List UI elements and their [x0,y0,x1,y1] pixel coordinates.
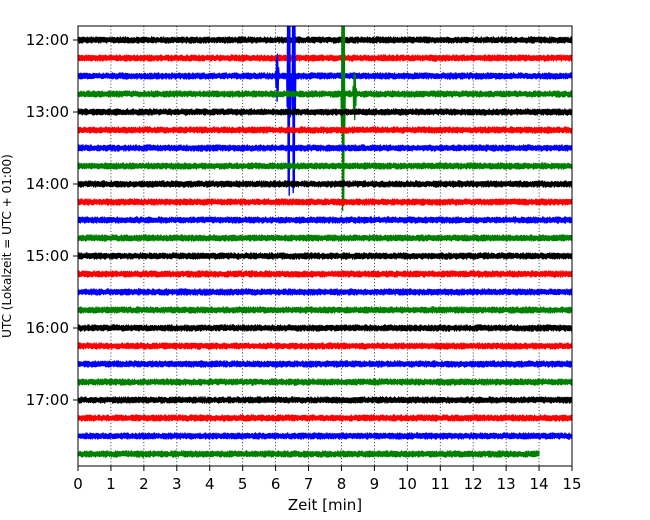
trace-row [78,26,572,196]
trace-row [78,234,572,242]
trace-row [78,54,572,62]
x-tick-label: 15 [562,475,581,493]
y-tick-label: 13:00 [26,103,69,121]
x-tick-label: 10 [398,475,417,493]
trace-row [78,396,572,404]
x-tick-label: 13 [497,475,516,493]
trace-row [78,108,572,116]
y-axis-label: UTC (Lokalzeit = UTC + 01:00) [0,154,14,338]
y-tick-label: 17:00 [26,391,69,409]
trace-row [78,324,572,332]
x-tick-label: 6 [271,475,281,493]
trace-row [78,198,572,206]
x-tick-label: 1 [106,475,116,493]
x-tick-label: 8 [337,475,347,493]
y-tick-label: 14:00 [26,175,69,193]
y-tick-label: 16:00 [26,319,69,337]
trace-row [78,180,572,188]
plot-frame [77,25,573,467]
x-tick-label: 14 [530,475,549,493]
trace-row [78,270,572,278]
trace-row [78,342,572,350]
x-tick-label: 9 [370,475,380,493]
trace-row [78,162,572,170]
trace-row [78,36,572,44]
trace-row [78,144,572,152]
y-axis-ticks: 12:00 13:00 14:00 15:00 16:00 17:00 [26,31,78,409]
x-tick-label: 4 [205,475,215,493]
x-axis-ticks: 0 1 2 3 4 5 6 7 8 9 10 11 12 13 14 15 [73,466,582,493]
x-tick-label: 7 [304,475,314,493]
x-tick-label: 2 [139,475,149,493]
seismic-traces [78,26,572,458]
x-axis-label: Zeit [min] [288,496,362,514]
x-tick-label: 5 [238,475,248,493]
trace-row [78,26,572,212]
y-tick-label: 12:00 [26,31,69,49]
trace-row [78,450,540,458]
trace-row [78,432,572,440]
x-tick-label: 12 [464,475,483,493]
x-tick-label: 0 [73,475,83,493]
trace-row [78,306,572,314]
trace-row [78,414,572,422]
x-tick-label: 11 [431,475,450,493]
trace-row [78,126,572,134]
x-tick-label: 3 [172,475,182,493]
trace-row [78,378,572,386]
trace-row [78,252,572,260]
trace-row [78,216,572,224]
trace-row [78,360,572,368]
trace-row [78,288,572,296]
y-tick-label: 15:00 [26,247,69,265]
